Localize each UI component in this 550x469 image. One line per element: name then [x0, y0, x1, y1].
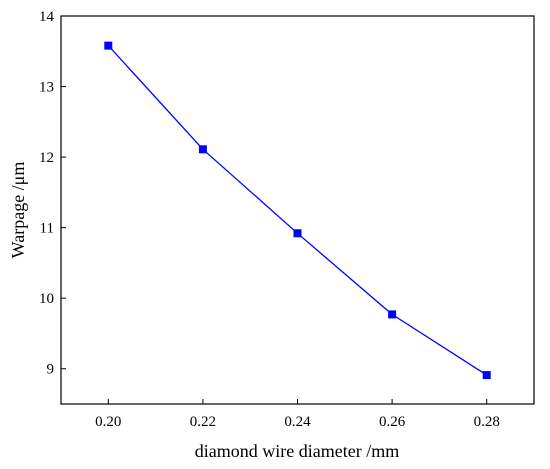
y-axis-title: Warpage /μm	[8, 162, 28, 259]
x-tick-label: 0.22	[190, 414, 216, 430]
x-tick-label: 0.24	[284, 414, 311, 430]
y-tick-label: 11	[40, 221, 54, 237]
y-tick-label: 14	[39, 9, 55, 25]
x-tick-label: 0.28	[474, 414, 500, 430]
data-point	[293, 229, 302, 238]
x-axis: 0.20 0.22 0.24 0.26 0.28	[95, 399, 500, 430]
series-line	[107, 45, 488, 376]
data-point	[388, 310, 397, 319]
x-tick-label: 0.20	[95, 414, 121, 430]
data-point	[198, 145, 207, 154]
y-tick-label: 10	[39, 291, 54, 307]
y-tick-label: 12	[39, 150, 54, 166]
y-axis: 9 10 11 12 13 14	[39, 9, 66, 378]
data-point	[482, 371, 491, 380]
data-point	[104, 41, 113, 50]
y-tick-label: 9	[47, 362, 55, 378]
plot-area	[60, 15, 535, 405]
x-tick-label: 0.26	[379, 414, 406, 430]
y-tick-label: 13	[39, 80, 54, 96]
series-layer	[104, 41, 491, 380]
x-axis-title: diamond wire diameter /mm	[195, 441, 399, 461]
